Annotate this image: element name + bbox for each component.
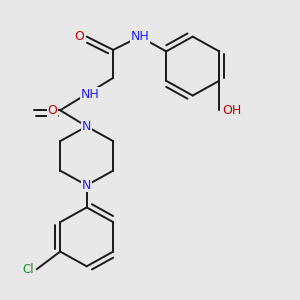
Text: N: N xyxy=(82,179,92,192)
Text: OH: OH xyxy=(222,104,242,117)
Text: NH: NH xyxy=(130,30,149,43)
Text: O: O xyxy=(74,30,84,43)
Text: N: N xyxy=(82,120,92,133)
Text: NH: NH xyxy=(80,88,99,100)
Text: O: O xyxy=(47,104,57,117)
Text: Cl: Cl xyxy=(22,263,34,276)
